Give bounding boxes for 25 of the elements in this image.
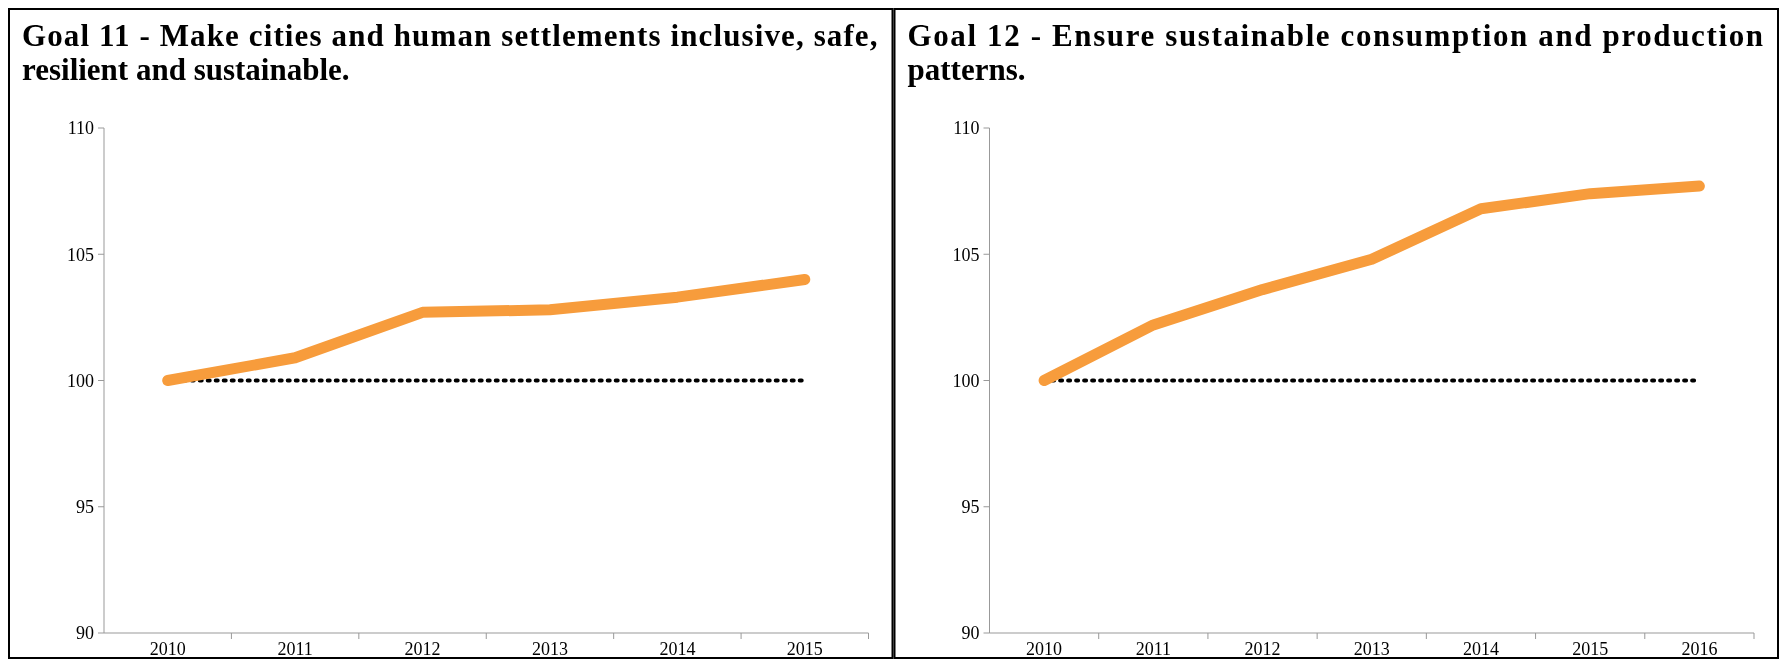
chart-title: Goal 12 - Ensure sustainable consumption and production patterns. bbox=[907, 18, 1763, 87]
y-tick-label: 95 bbox=[961, 497, 980, 518]
y-tick-label: 100 bbox=[952, 370, 980, 391]
x-tick-label: 2011 bbox=[1135, 639, 1171, 659]
y-tick-label: 110 bbox=[67, 118, 94, 139]
y-tick-label: 105 bbox=[67, 244, 94, 265]
x-tick-label: 2015 bbox=[1572, 639, 1609, 659]
x-tick-label: 2016 bbox=[1681, 639, 1718, 659]
y-tick-label: 110 bbox=[953, 118, 980, 139]
x-tick-label: 2015 bbox=[786, 639, 823, 659]
y-tick-label: 100 bbox=[67, 370, 94, 391]
chart-title: Goal 11 - Make cities and human settlements inclusive, safe, resilient and sustainable. bbox=[22, 18, 878, 87]
y-tick-label: 90 bbox=[961, 623, 980, 644]
y-tick-label: 95 bbox=[76, 497, 94, 518]
x-tick-label: 2011 bbox=[277, 639, 313, 659]
x-tick-label: 2013 bbox=[1353, 639, 1390, 659]
x-tick-label: 2012 bbox=[1244, 639, 1281, 659]
y-tick-label: 90 bbox=[76, 623, 94, 644]
x-tick-label: 2014 bbox=[1462, 639, 1499, 659]
x-tick-label: 2010 bbox=[1026, 639, 1063, 659]
y-tick-label: 105 bbox=[952, 244, 980, 265]
x-tick-label: 2010 bbox=[149, 639, 186, 659]
x-tick-label: 2013 bbox=[531, 639, 568, 659]
x-tick-label: 2012 bbox=[404, 639, 441, 659]
x-tick-label: 2014 bbox=[659, 639, 696, 659]
